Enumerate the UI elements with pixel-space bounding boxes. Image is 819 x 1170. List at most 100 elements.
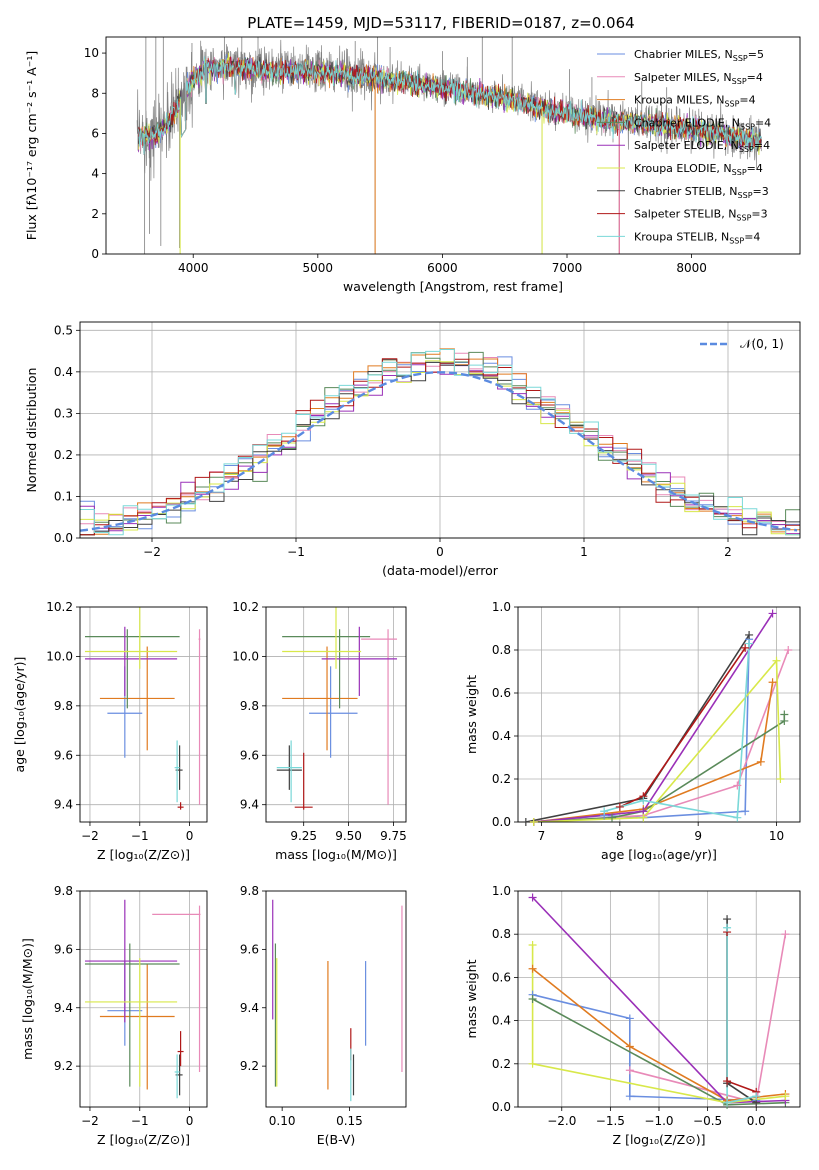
y-tick-label: 9.8 [240, 699, 259, 713]
x-axis-label: Z [log₁₀(Z/Z⊙)] [613, 1132, 706, 1147]
weight-marker [723, 1077, 732, 1086]
x-tick-label: −1 [131, 1114, 149, 1128]
histogram-salpeter-stelib [80, 358, 800, 536]
weight-marker [768, 678, 777, 687]
y-tick-label: 0.4 [492, 1014, 511, 1028]
y-tick-label: 10.0 [232, 649, 259, 663]
x-tick-label: 9.50 [335, 829, 362, 843]
panel-mass-vs-ebv: 0.10 0.15 9.2 9.4 9.6 9.8 E(B-V) [240, 884, 407, 1147]
y-tick-label: 1.0 [492, 884, 511, 898]
panel-mass-weight-vs-Z: −2.0 −1.5 −1.0 −0.5 0.0 0.0 0.2 0.4 0.6 0.8 1.0 Z [… [464, 884, 801, 1147]
x-tick-label: 9 [694, 829, 702, 843]
x-axis-label: Z [log₁₀(Z/Z⊙)] [97, 1132, 190, 1147]
y-tick-label: 9.6 [54, 942, 73, 956]
histogram-kroupa-elodie [80, 359, 800, 536]
y-tick-label: 0 [91, 247, 99, 261]
weight-marker [741, 643, 750, 652]
y-tick-label: 10.0 [46, 649, 73, 663]
weight-line-kroupa-elodie [533, 658, 782, 822]
weight-marker [772, 656, 781, 665]
normal-curve [80, 371, 798, 532]
y-tick-label: 0.5 [54, 323, 73, 337]
y-tick-label: 9.6 [240, 748, 259, 762]
y-tick-label: 9.4 [240, 798, 259, 812]
y-axis-label: Flux [fλ10⁻¹⁷ erg cm⁻² s⁻¹ A⁻¹] [24, 51, 39, 240]
model-spectrum-kroupa-stelib [138, 56, 762, 155]
y-tick-label: 1.0 [492, 600, 511, 614]
x-axis-label: (data-model)/error [382, 563, 499, 578]
weight-marker [600, 807, 609, 816]
x-tick-label: −0.5 [693, 1114, 722, 1128]
legend-label: Chabrier STELIB, NSSP=3 [634, 185, 769, 200]
weight-marker [733, 813, 742, 822]
x-axis-label: age [log₁₀(age/yr)] [601, 847, 717, 862]
x-tick-label: 1 [580, 545, 588, 559]
y-tick-label: 0.0 [492, 815, 511, 829]
x-tick-label: 0 [186, 1114, 194, 1128]
y-tick-label: 0.2 [492, 1057, 511, 1071]
x-tick-label: −2 [81, 1114, 99, 1128]
x-axis-label: wavelength [Angstrom, rest frame] [343, 279, 563, 294]
histogram-kroupa-stelib [80, 349, 800, 536]
x-tick-label: −1 [287, 545, 305, 559]
panel-residuals: −2 −1 0 1 2 0.0 0.1 0.2 0.3 0.4 0.5 (data-model)/er… [24, 321, 801, 578]
y-tick-label: 9.6 [54, 748, 73, 762]
axes-frame [265, 606, 407, 823]
weight-marker [741, 807, 750, 816]
x-tick-label: 9.25 [290, 829, 317, 843]
panel-age-vs-mass: 9.25 9.50 9.75 9.4 9.6 9.8 10.0 10.2 mass [log₁₀… [232, 600, 407, 862]
legend-label: Salpeter ELODIE, NSSP=4 [634, 139, 770, 154]
weight-marker [752, 1092, 761, 1101]
x-tick-label: −1.5 [596, 1114, 625, 1128]
figure-title: PLATE=1459, MJD=53117, FIBERID=0187, z=0… [247, 14, 634, 32]
y-tick-label: 10.2 [232, 600, 259, 614]
x-tick-label: 0.15 [336, 1114, 363, 1128]
weight-marker [733, 781, 742, 790]
axes-frame [79, 606, 208, 823]
y-tick-label: 6 [91, 126, 99, 140]
legend-label: Salpeter STELIB, NSSP=3 [634, 208, 768, 223]
y-axis-label: age [log₁₀(age/yr)] [12, 657, 27, 773]
x-tick-label: 0 [436, 545, 444, 559]
y-tick-label: 0.0 [54, 531, 73, 545]
x-tick-label: 0 [186, 829, 194, 843]
y-tick-label: 0.8 [492, 927, 511, 941]
weight-line-kroupa-stelib [603, 643, 750, 819]
weight-marker [528, 995, 537, 1003]
weight-line-salpeter-elodie [533, 613, 774, 822]
y-tick-label: 2 [91, 207, 99, 221]
y-axis-label: Normed distribution [24, 368, 39, 493]
x-tick-label: 9.75 [380, 829, 407, 843]
weight-line-chabrier-miles [532, 993, 757, 1102]
legend-label: Kroupa STELIB, NSSP=4 [634, 230, 760, 245]
weight-line-salpeter-stelib [726, 932, 757, 1093]
panel-mass-weight-vs-age: 7 8 9 10 0.0 0.2 0.4 0.6 0.8 1.0 age [log₁₀(age/yr… [464, 600, 801, 862]
weight-marker [615, 802, 624, 811]
weight-marker [528, 941, 537, 949]
legend-label: Chabrier ELODIE, NSSP=4 [634, 116, 771, 131]
x-tick-label: 8000 [676, 261, 707, 275]
weight-marker [528, 964, 537, 973]
x-tick-label: 4000 [178, 261, 209, 275]
weight-marker [639, 796, 648, 805]
axes-frame [79, 890, 208, 1108]
x-tick-label: −2 [81, 829, 99, 843]
y-tick-label: 0.0 [492, 1100, 511, 1114]
panel-mass-vs-Z: −2 −1 0 9.2 9.4 9.6 9.8 Z [log₁₀(Z/Z⊙)] mass [lo… [20, 884, 208, 1147]
y-tick-label: 0.4 [492, 729, 511, 743]
y-tick-label: 9.8 [54, 884, 73, 898]
y-tick-label: 9.8 [54, 699, 73, 713]
y-tick-label: 9.4 [54, 1001, 73, 1015]
weight-marker [625, 1092, 634, 1101]
weight-marker [625, 1042, 634, 1051]
axes-frame [517, 606, 801, 823]
y-tick-label: 4 [91, 167, 99, 181]
weight-marker [528, 1059, 537, 1068]
y-tick-label: 9.4 [54, 798, 73, 812]
weight-marker [521, 818, 530, 826]
legend-label: Kroupa MILES, NSSP=4 [634, 94, 756, 109]
weight-marker [625, 1014, 634, 1023]
weight-marker [528, 893, 537, 902]
y-tick-label: 8 [91, 86, 99, 100]
